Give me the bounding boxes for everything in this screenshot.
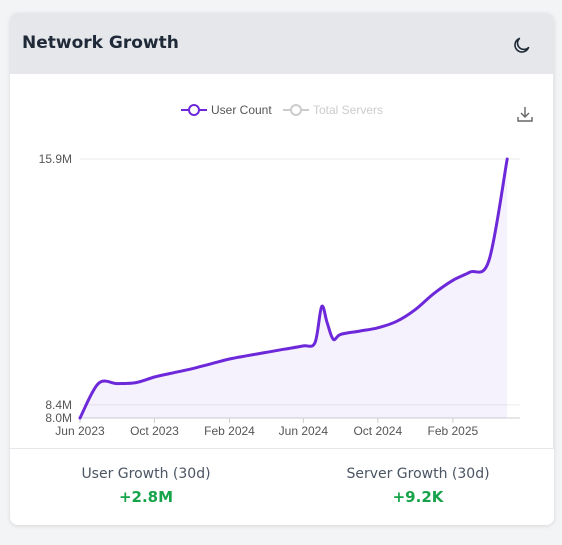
user-count-point[interactable] <box>281 346 287 352</box>
user-count-point[interactable] <box>208 361 214 367</box>
user-count-point[interactable] <box>170 370 176 376</box>
download-icon <box>517 107 533 122</box>
legend-label-total-servers: Total Servers <box>313 103 383 117</box>
moon-icon <box>514 37 530 53</box>
stat-label: Server Growth (30d) <box>346 466 490 482</box>
plot-area: 8.0M8.4M 15.9M Jun 2023 Oct 2023 Feb 2024 Jun… <box>39 152 520 438</box>
user-count-point[interactable] <box>338 331 344 337</box>
user-count-point[interactable] <box>412 307 418 313</box>
legend-marker-icon <box>290 104 302 116</box>
user-count-point[interactable] <box>357 328 363 334</box>
legend: User Count Total Servers <box>181 103 383 117</box>
user-count-point[interactable] <box>151 374 157 380</box>
user-count-point[interactable] <box>330 336 336 342</box>
user-count-area <box>80 159 508 418</box>
stats-row: User Growth (30d) +2.8M Server Growth (3… <box>10 449 554 525</box>
user-count-point[interactable] <box>300 343 306 349</box>
chart-panel: User Count Total Servers 8.0M 8.4M 15.9M Ju… <box>10 74 554 449</box>
stat-server-growth: Server Growth (30d) +9.2K <box>282 449 554 506</box>
legend-marker-icon <box>188 104 200 116</box>
user-count-point[interactable] <box>450 277 456 283</box>
user-count-point[interactable] <box>263 349 269 355</box>
x-tick-label: Feb 2024 <box>204 424 255 438</box>
x-tick-label: Jun 2023 <box>55 424 105 438</box>
user-count-point[interactable] <box>244 353 250 359</box>
user-count-point[interactable] <box>431 290 437 296</box>
stat-value: +9.2K <box>392 488 444 506</box>
line-chart: User Count Total Servers 8.0M8.4M 15.9M Ju… <box>39 103 536 438</box>
user-count-point[interactable] <box>394 318 400 324</box>
user-count-point[interactable] <box>319 304 325 310</box>
legend-label-user-count: User Count <box>211 103 272 117</box>
download-button[interactable] <box>514 103 536 125</box>
user-count-point[interactable] <box>114 381 120 387</box>
theme-toggle-button[interactable] <box>510 33 534 57</box>
user-count-point[interactable] <box>77 415 83 421</box>
y-tick-label: 8.4M <box>45 398 72 412</box>
x-tick-label: Jun 2024 <box>279 424 329 438</box>
user-count-line <box>78 157 509 420</box>
user-count-point[interactable] <box>312 340 318 346</box>
y-tick-label: 8.0M <box>45 411 72 425</box>
stat-value: +2.8M <box>118 488 174 506</box>
legend-item-total-servers[interactable]: Total Servers <box>283 103 383 117</box>
user-count-point[interactable] <box>133 380 139 386</box>
card-title: Network Growth <box>22 33 179 53</box>
user-count-point[interactable] <box>324 320 330 326</box>
user-count-point[interactable] <box>375 325 381 331</box>
card-header: Network Growth <box>10 13 554 74</box>
user-count-point[interactable] <box>189 366 195 372</box>
user-count-point[interactable] <box>227 356 233 362</box>
user-count-point[interactable] <box>486 258 492 264</box>
network-growth-card: Network Growth User Count Total Servers <box>10 13 554 525</box>
user-count-point[interactable] <box>95 381 101 387</box>
user-count-point[interactable] <box>467 269 473 275</box>
y-tick-label: 15.9M <box>39 152 72 166</box>
x-tick-label: Feb 2025 <box>428 424 479 438</box>
user-count-point[interactable] <box>504 156 510 162</box>
x-tick-label: Oct 2023 <box>130 424 179 438</box>
x-tick-label: Oct 2024 <box>353 424 402 438</box>
legend-item-user-count[interactable]: User Count <box>181 103 272 117</box>
stat-user-growth: User Growth (30d) +2.8M <box>10 449 282 506</box>
stat-label: User Growth (30d) <box>81 466 211 482</box>
